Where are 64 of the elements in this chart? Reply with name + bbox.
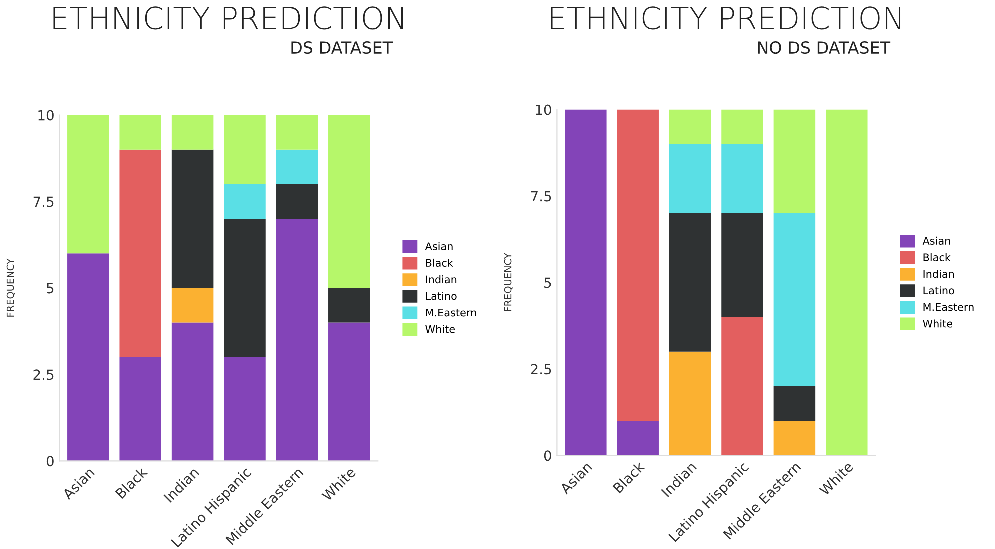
- y-axis-title: FREQUENCY: [6, 258, 16, 317]
- bar: [774, 386, 816, 422]
- chart-subtitle: NO DS DATASET: [758, 41, 891, 54]
- bar: [120, 357, 162, 462]
- y-tick-label: 7.5: [531, 191, 552, 202]
- bar: [669, 110, 712, 144]
- bar: [669, 352, 712, 456]
- bar: [68, 115, 110, 254]
- bar: [774, 110, 816, 214]
- legend-label: M.Eastern: [426, 308, 476, 317]
- legend-label: Asian: [922, 236, 950, 245]
- bar: [328, 322, 370, 462]
- y-tick-label: 5: [47, 283, 54, 294]
- chart-title: ETHNICITY PREDICTION: [54, 6, 404, 30]
- bar: [172, 322, 214, 462]
- bar: [669, 214, 712, 352]
- bar: [68, 254, 110, 462]
- bar: [120, 115, 162, 150]
- legend-label: White: [923, 320, 953, 328]
- bar: [565, 110, 607, 456]
- bar: [722, 110, 764, 144]
- y-tick-label: 0: [544, 450, 552, 462]
- bar: [224, 184, 266, 220]
- legend-label: Indian: [924, 270, 954, 278]
- chart-subtitle: DS DATASET: [292, 41, 394, 54]
- bar: [826, 110, 868, 456]
- y-tick-label: 10: [38, 110, 54, 121]
- bar: [722, 214, 764, 318]
- bar: [328, 115, 370, 288]
- legend-label: Black: [924, 253, 951, 262]
- y-tick-label: 5: [544, 278, 552, 288]
- y-tick-label: 2.5: [531, 364, 552, 375]
- legend-label: Indian: [426, 276, 457, 284]
- bar: [328, 288, 370, 323]
- bar: [669, 144, 712, 214]
- legend-label: M.Eastern: [924, 303, 974, 312]
- legend-label: Asian: [425, 242, 453, 250]
- legend-label: Latino: [924, 286, 954, 295]
- bar: [224, 219, 266, 358]
- bar: [120, 150, 162, 358]
- bar: [224, 357, 266, 462]
- bar: [774, 214, 816, 386]
- bar: [617, 110, 659, 422]
- legend-label: Latino: [426, 292, 457, 300]
- bar: [276, 150, 318, 184]
- bar: [617, 421, 659, 456]
- bar: [172, 115, 214, 150]
- bar: [276, 115, 318, 150]
- y-tick-label: 10: [536, 104, 552, 116]
- bar: [224, 115, 266, 184]
- bar: [722, 317, 764, 456]
- y-axis-title: FREQUENCY: [504, 253, 513, 312]
- bar: [172, 288, 214, 323]
- chart-title: ETHNICITY PREDICTION: [551, 6, 901, 30]
- y-tick-label: 0: [46, 456, 54, 467]
- bar: [722, 144, 764, 214]
- bar: [276, 219, 318, 462]
- legend-label: White: [426, 325, 456, 334]
- bar: [172, 150, 214, 288]
- bar: [276, 184, 318, 220]
- bar: [774, 421, 816, 456]
- legend-label: Black: [426, 258, 454, 268]
- y-tick-label: 7.5: [34, 196, 54, 208]
- y-tick-label: 2.5: [34, 370, 54, 380]
